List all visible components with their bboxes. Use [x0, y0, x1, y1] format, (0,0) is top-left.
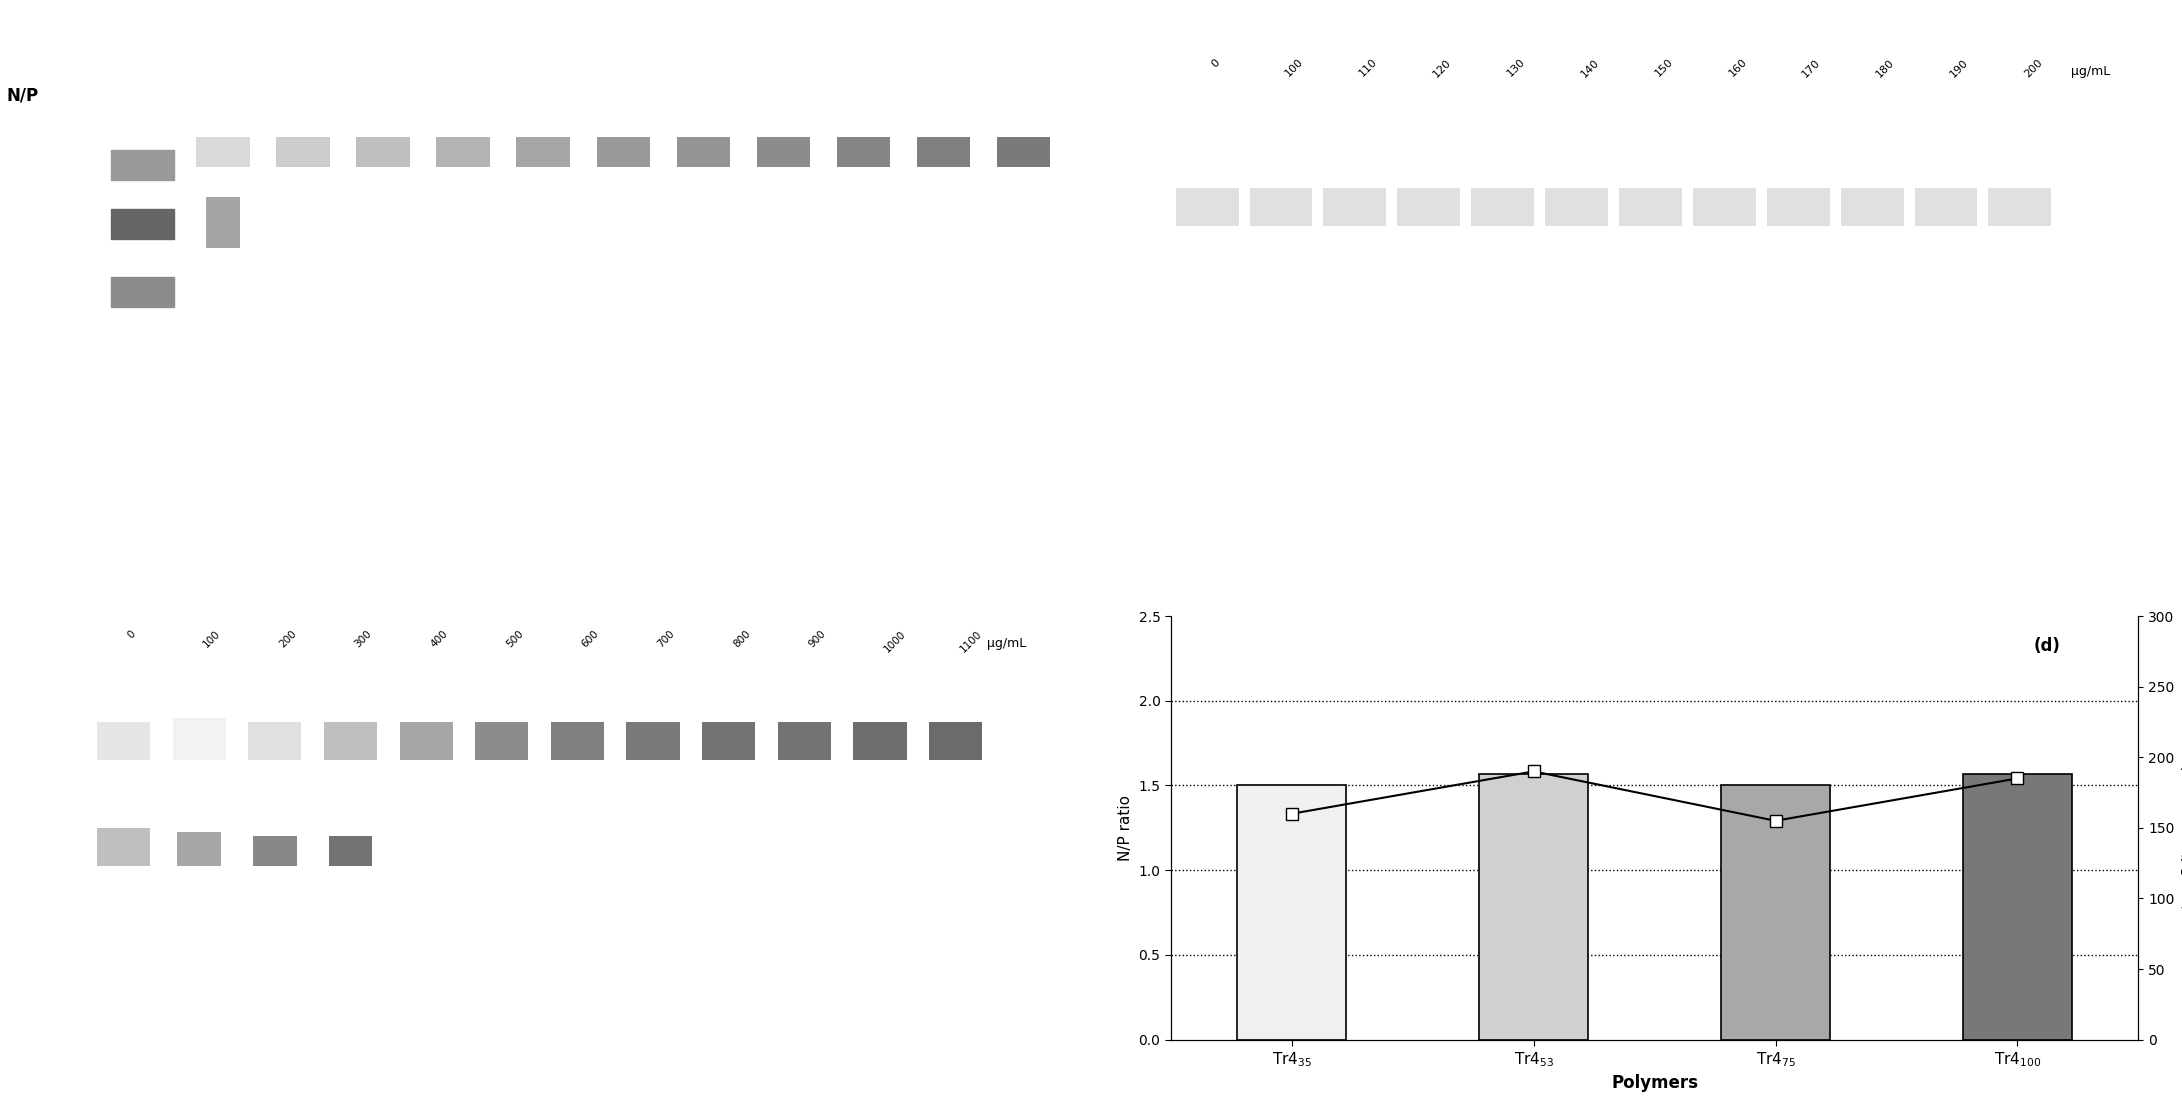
Bar [111, 150, 175, 180]
Text: 3.5: 3.5 [615, 61, 637, 74]
Text: 2.5: 2.5 [456, 61, 476, 74]
Bar [205, 197, 240, 248]
Text: 1: 1 [220, 61, 229, 74]
Bar [1176, 188, 1239, 227]
Text: 3: 3 [541, 61, 550, 74]
Bar [757, 137, 810, 167]
Text: N/P: N/P [107, 53, 142, 71]
Text: 4.5: 4.5 [775, 61, 796, 74]
Bar [703, 722, 755, 760]
Bar [111, 278, 175, 306]
Bar [1250, 188, 1314, 227]
Text: 1.5: 1.5 [295, 61, 316, 74]
Bar [1619, 188, 1682, 227]
Bar [1479, 773, 1588, 1040]
Bar [399, 722, 452, 760]
Text: 0: 0 [1209, 56, 1222, 69]
Bar [626, 722, 679, 760]
Text: 600: 600 [580, 629, 600, 649]
Text: 1100: 1100 [958, 629, 984, 655]
Text: 200: 200 [2023, 56, 2045, 79]
Text: (c): (c) [164, 988, 190, 1005]
Text: N/P: N/P [7, 86, 39, 104]
Bar [476, 722, 528, 760]
Bar [1396, 188, 1460, 227]
Bar [172, 718, 225, 760]
Bar [1693, 188, 1757, 227]
Bar [329, 836, 373, 866]
Text: 0: 0 [142, 61, 148, 74]
Bar [111, 209, 175, 239]
Bar [196, 137, 249, 167]
Bar [1988, 188, 2051, 227]
Text: 5: 5 [862, 61, 871, 74]
Bar [249, 722, 301, 760]
Text: (d): (d) [2034, 637, 2062, 655]
Bar [96, 828, 151, 866]
Text: 110: 110 [1357, 56, 1379, 79]
Bar [836, 137, 890, 167]
Bar [550, 722, 604, 760]
Bar [997, 137, 1050, 167]
Bar [253, 836, 297, 866]
Text: 900: 900 [807, 629, 827, 649]
Bar [1964, 773, 2073, 1040]
Text: μg/mL: μg/mL [2071, 65, 2110, 79]
Bar [323, 722, 377, 760]
Text: 130: 130 [1506, 56, 1527, 79]
Text: μg/mL: μg/mL [986, 637, 1026, 650]
Bar [517, 137, 570, 167]
Text: 100: 100 [1283, 56, 1305, 79]
Bar [1767, 188, 1831, 227]
Text: 800: 800 [731, 629, 753, 649]
Bar [96, 722, 151, 760]
Bar [916, 137, 969, 167]
Bar [277, 137, 329, 167]
Bar [1842, 188, 1903, 227]
Text: 400: 400 [428, 629, 449, 649]
Bar [853, 722, 906, 760]
Text: 500: 500 [504, 629, 526, 649]
Bar [177, 832, 220, 866]
Y-axis label: N/P ratio: N/P ratio [1117, 795, 1132, 860]
Text: 1000: 1000 [882, 629, 908, 655]
Bar [1545, 188, 1608, 227]
Text: 2: 2 [382, 61, 391, 74]
Text: 700: 700 [655, 629, 676, 649]
Text: 180: 180 [1874, 56, 1896, 79]
Text: (b): (b) [1248, 416, 1274, 434]
Bar [676, 137, 729, 167]
Bar [777, 722, 831, 760]
Text: 160: 160 [1726, 56, 1748, 79]
Bar [930, 722, 982, 760]
Bar [1471, 188, 1534, 227]
Bar [111, 150, 175, 180]
Text: 4: 4 [700, 61, 709, 74]
Text: 120: 120 [1431, 56, 1453, 79]
Bar [436, 137, 489, 167]
Text: 300: 300 [353, 629, 373, 649]
Text: 0: 0 [127, 629, 137, 640]
Text: 10: 10 [938, 61, 954, 74]
Bar [356, 137, 410, 167]
Bar [1237, 785, 1346, 1040]
Text: 200: 200 [277, 629, 299, 649]
Text: 15: 15 [1017, 61, 1034, 74]
Text: 150: 150 [1652, 56, 1676, 79]
Text: 190: 190 [1949, 56, 1970, 79]
Text: 170: 170 [1800, 56, 1822, 79]
Bar [1914, 188, 1977, 227]
X-axis label: Polymers: Polymers [1610, 1074, 1698, 1093]
Bar [1324, 188, 1386, 227]
Bar [1722, 785, 1831, 1040]
Bar [111, 209, 175, 239]
Text: 100: 100 [201, 629, 223, 649]
Bar [596, 137, 650, 167]
Text: 140: 140 [1580, 56, 1602, 79]
Text: N/P: N/P [107, 86, 142, 105]
Bar [111, 278, 175, 306]
Text: (a): (a) [980, 429, 1006, 447]
